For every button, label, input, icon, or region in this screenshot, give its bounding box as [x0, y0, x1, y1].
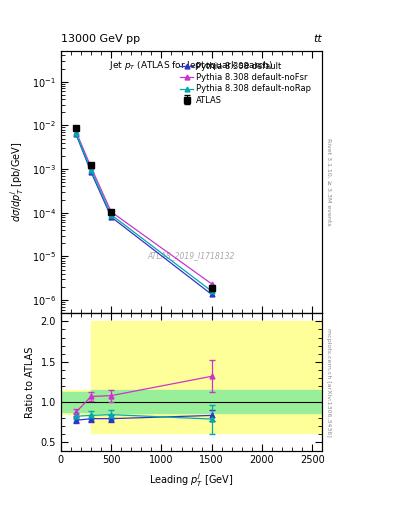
Pythia 8.308 default-noFsr [209, 281, 214, 287]
Y-axis label: $d\sigma/dp_{T}^{j}$ [pb/GeV]: $d\sigma/dp_{T}^{j}$ [pb/GeV] [9, 142, 26, 222]
Pythia 8.308 default-noRap [73, 130, 78, 136]
Pythia 8.308 default-noFsr [109, 209, 114, 215]
Pythia 8.308 default-noRap [209, 288, 214, 294]
Text: ATLAS_2019_I1718132: ATLAS_2019_I1718132 [148, 251, 235, 260]
X-axis label: Leading $p_{T}^{j}$ [GeV]: Leading $p_{T}^{j}$ [GeV] [149, 471, 234, 489]
Y-axis label: Ratio to ATLAS: Ratio to ATLAS [25, 346, 35, 418]
Y-axis label: mcplots.cern.ch [arXiv:1306.3436]: mcplots.cern.ch [arXiv:1306.3436] [327, 328, 331, 436]
Line: Pythia 8.308 default: Pythia 8.308 default [73, 132, 214, 297]
Pythia 8.308 default-noRap [109, 211, 114, 218]
Line: Pythia 8.308 default-noRap: Pythia 8.308 default-noRap [73, 131, 214, 294]
Pythia 8.308 default-noFsr [73, 129, 78, 135]
Text: Jet $p_{T}$ (ATLAS for leptoquark search): Jet $p_{T}$ (ATLAS for leptoquark search… [110, 59, 274, 72]
Pythia 8.308 default-noRap [89, 167, 94, 173]
Pythia 8.308 default [89, 169, 94, 175]
Pythia 8.308 default [209, 291, 214, 297]
Legend: Pythia 8.308 default, Pythia 8.308 default-noFsr, Pythia 8.308 default-noRap, AT: Pythia 8.308 default, Pythia 8.308 defau… [179, 60, 313, 106]
Pythia 8.308 default [109, 214, 114, 220]
Y-axis label: Rivet 3.1.10, ≥ 3.3M events: Rivet 3.1.10, ≥ 3.3M events [327, 138, 331, 226]
Line: Pythia 8.308 default-noFsr: Pythia 8.308 default-noFsr [73, 129, 214, 286]
Text: 13000 GeV pp: 13000 GeV pp [61, 33, 140, 44]
Text: tt: tt [314, 33, 322, 44]
Pythia 8.308 default [73, 131, 78, 137]
Pythia 8.308 default-noFsr [89, 164, 94, 170]
